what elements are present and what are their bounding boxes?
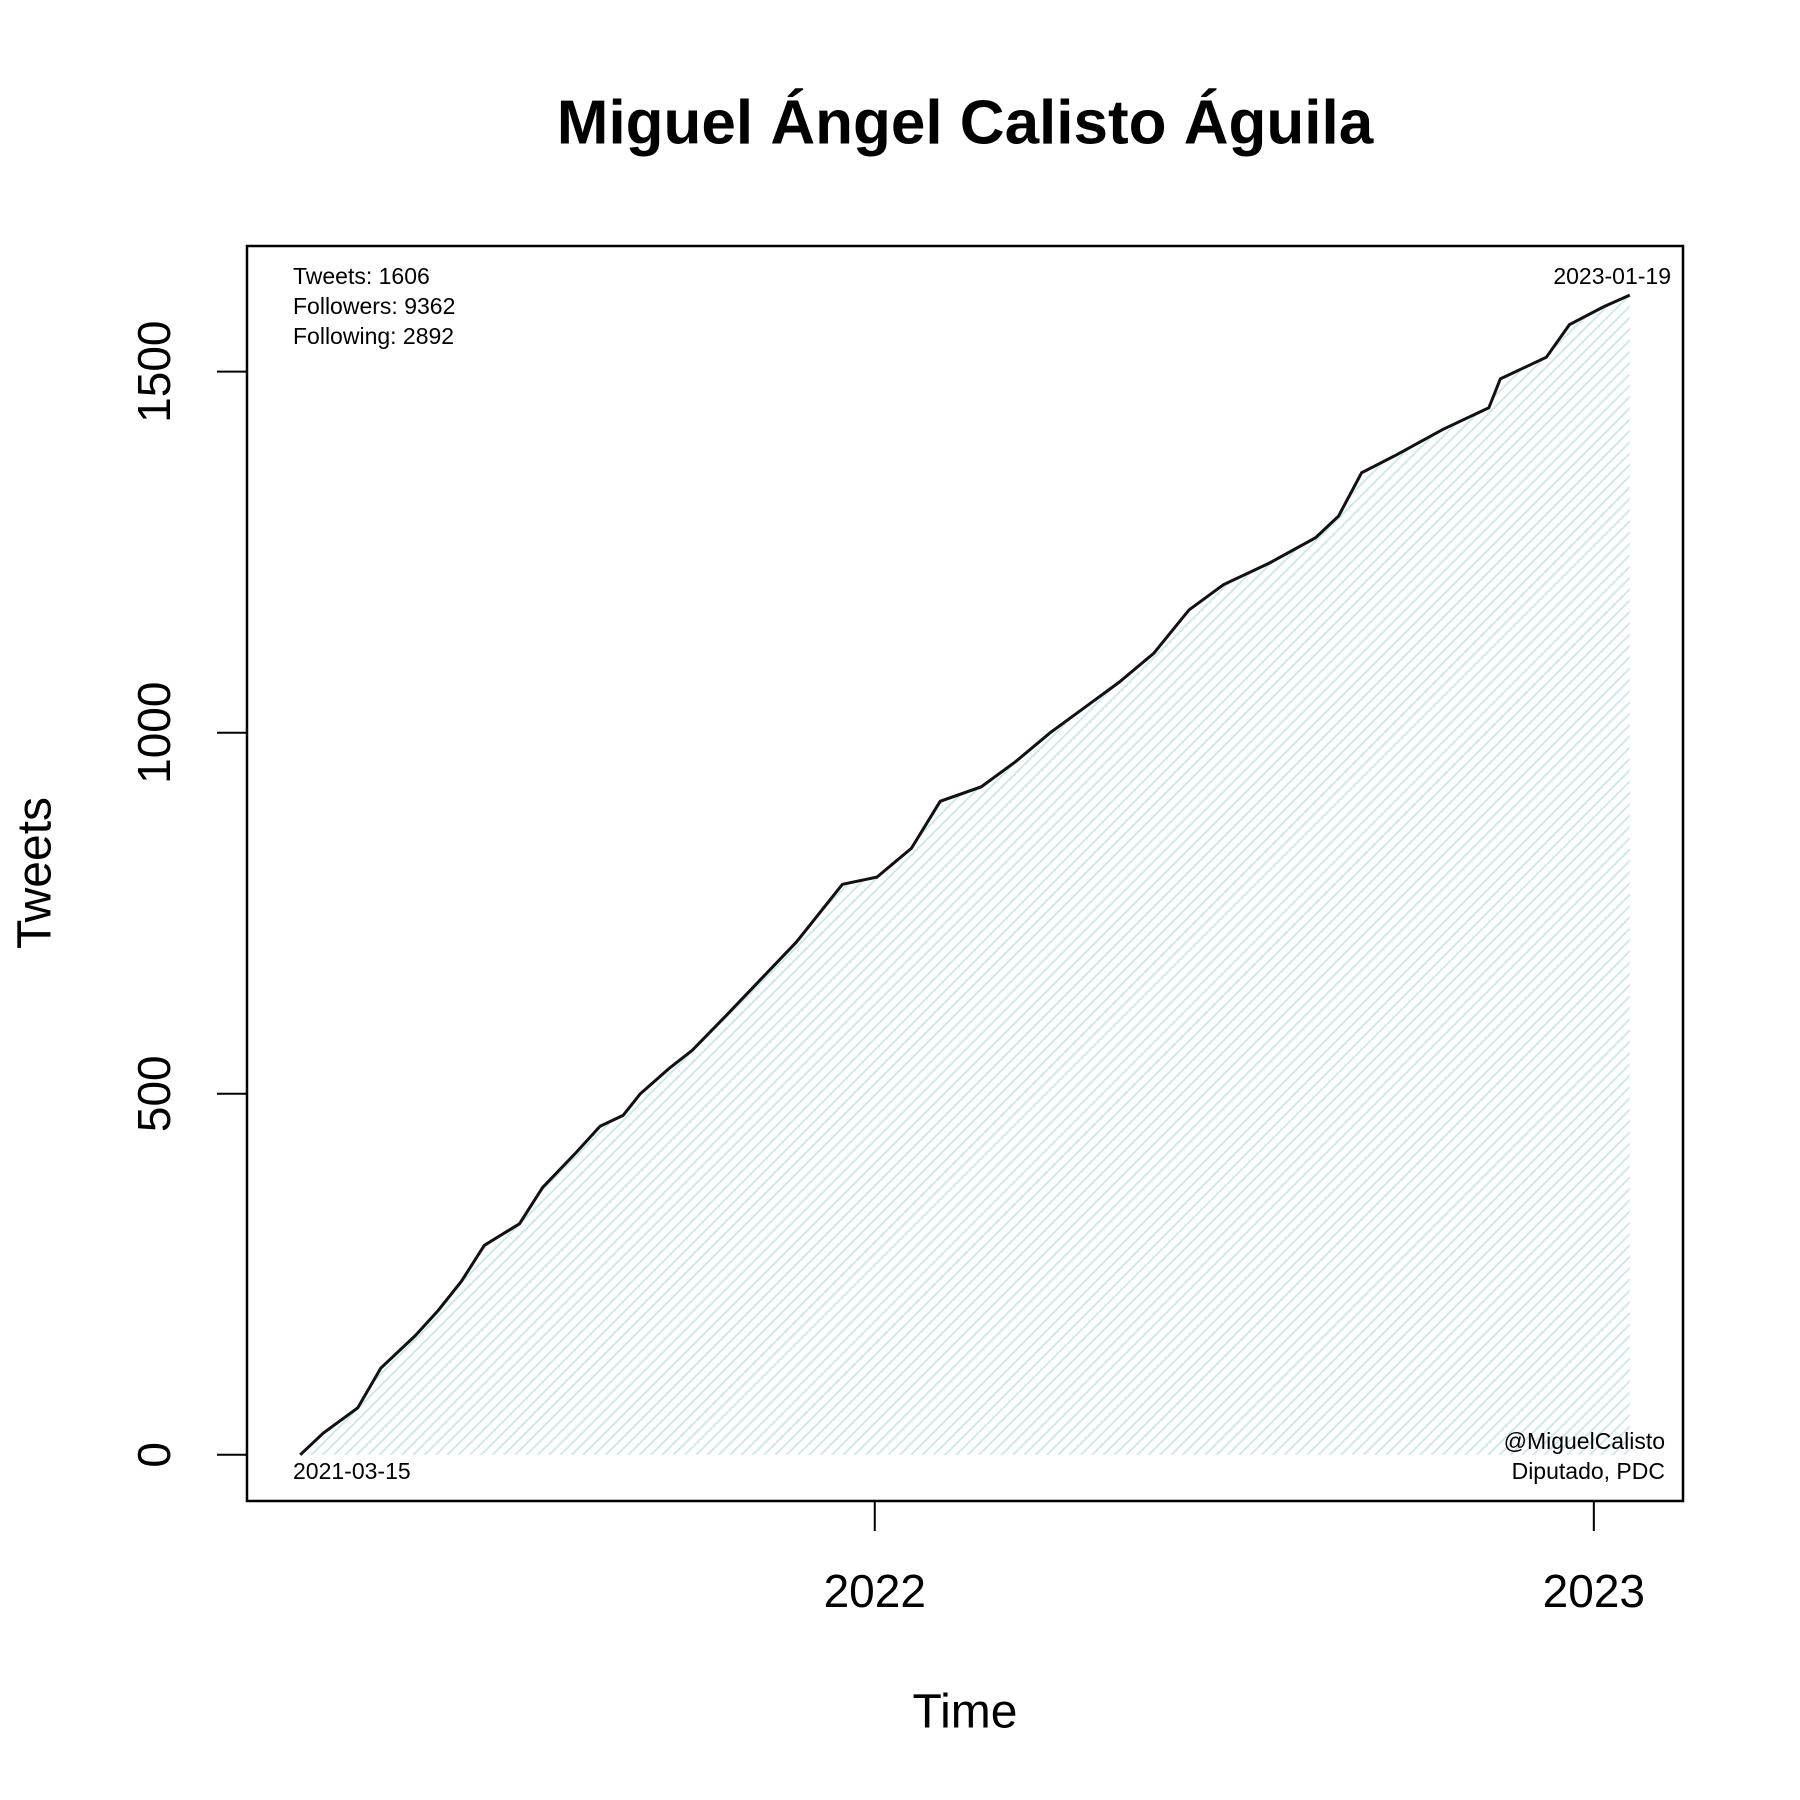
y-axis-label: Tweets (9, 797, 62, 949)
y-tick-label: 0 (128, 1442, 180, 1468)
line (299, 293, 1631, 1456)
plot-frame (245, 244, 1685, 1503)
annotation: 2023-01-19 (1553, 263, 1671, 289)
annotation: 2021-03-15 (293, 1458, 411, 1484)
area-fill (300, 295, 1630, 1455)
annotation: @MiguelCalisto (1504, 1428, 1665, 1454)
x-tick-label: 2022 (824, 1565, 926, 1617)
annotation: Following: 2892 (293, 323, 454, 349)
y-tick-label: 1000 (128, 682, 180, 784)
annotation: Diputado, PDC (1512, 1458, 1665, 1484)
x-axis-label: Time (913, 1686, 1018, 1739)
x-tick-label: 2023 (1543, 1565, 1645, 1617)
chart-title: Miguel Ángel Calisto Águila (557, 88, 1374, 157)
annotation: Tweets: 1606 (293, 263, 430, 289)
y-tick-label: 1500 (128, 320, 180, 422)
y-tick-label: 500 (128, 1055, 180, 1132)
annotation: Followers: 9362 (293, 293, 455, 319)
